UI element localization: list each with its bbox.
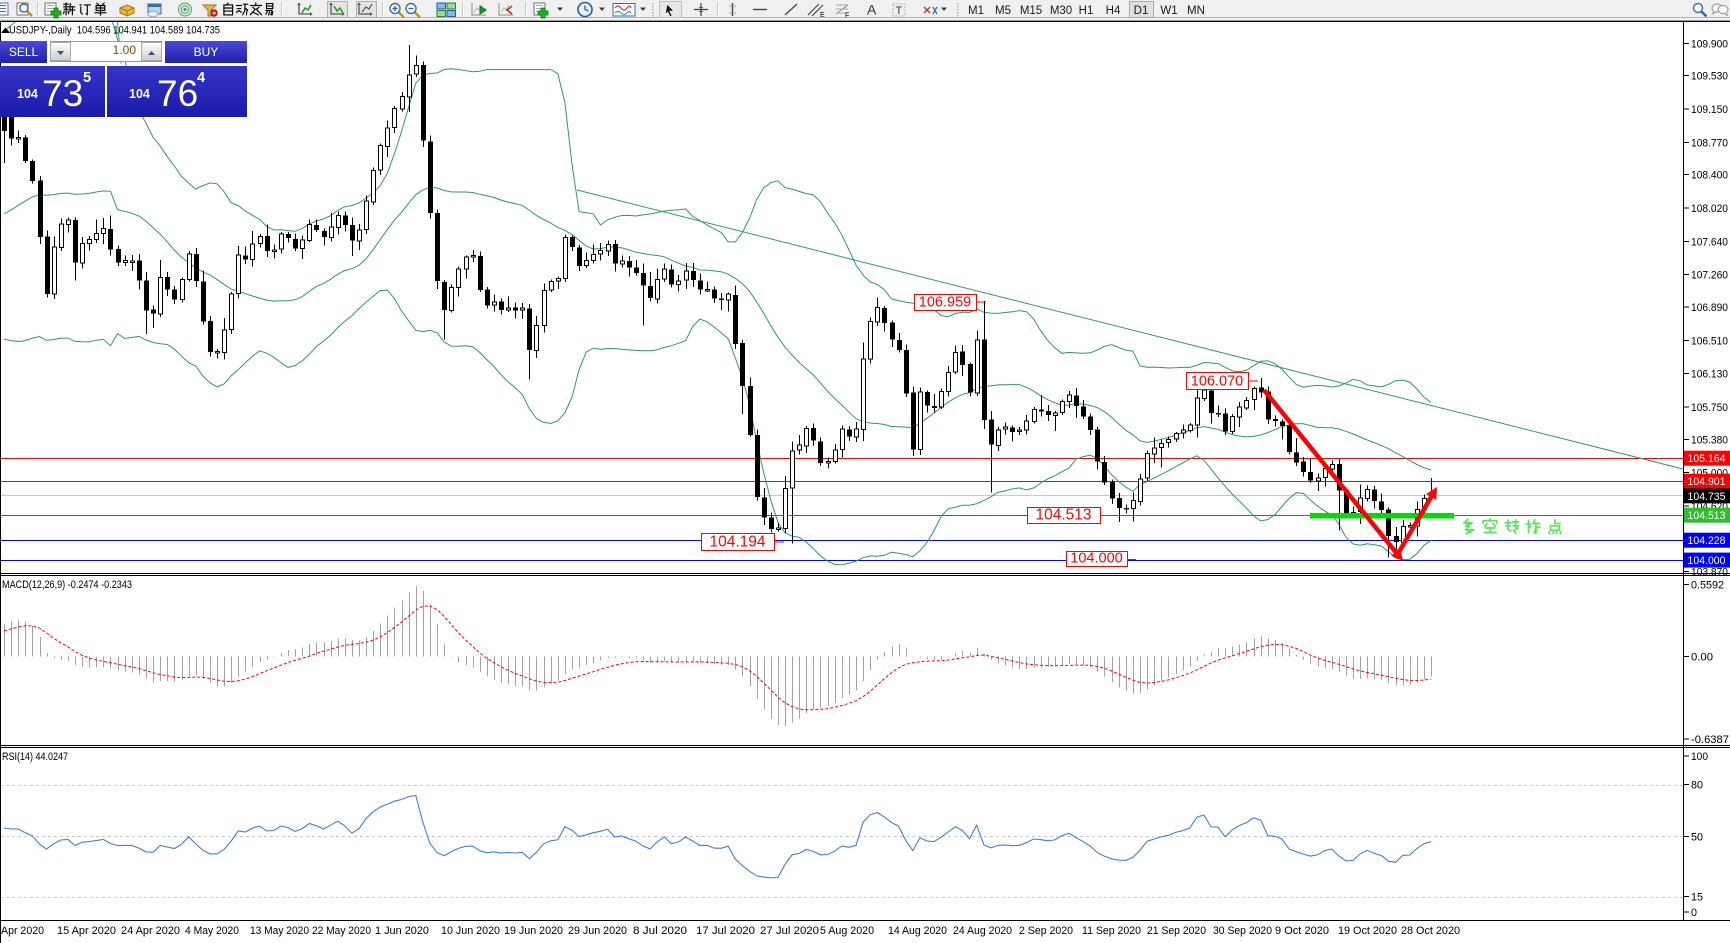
svg-text:27 Jul 2020: 27 Jul 2020 xyxy=(760,925,819,937)
svg-text:W1: W1 xyxy=(1160,5,1177,17)
svg-text:103.870: 103.870 xyxy=(1691,567,1728,579)
svg-text:14 Aug 2020: 14 Aug 2020 xyxy=(888,925,947,937)
svg-text:107.260: 107.260 xyxy=(1691,270,1728,282)
svg-text:104.513: 104.513 xyxy=(1688,510,1726,522)
svg-text:108.770: 108.770 xyxy=(1691,137,1728,149)
svg-text:M1: M1 xyxy=(968,5,984,17)
svg-text:100: 100 xyxy=(1691,751,1708,763)
svg-text:19 Oct 2020: 19 Oct 2020 xyxy=(1338,925,1397,937)
svg-text:5 Aug 2020: 5 Aug 2020 xyxy=(820,925,874,937)
svg-text:15: 15 xyxy=(1691,892,1703,904)
svg-text:USDJPY-,Daily 104.596 104.941: USDJPY-,Daily 104.596 104.941 104.589 10… xyxy=(9,25,220,37)
svg-text:M30: M30 xyxy=(1050,5,1072,17)
svg-text:T: T xyxy=(896,5,903,17)
svg-text:8 Jul 2020: 8 Jul 2020 xyxy=(633,925,687,937)
svg-text:104.901: 104.901 xyxy=(1688,476,1726,488)
svg-text:0.00: 0.00 xyxy=(1691,651,1713,663)
svg-text:H4: H4 xyxy=(1106,5,1121,17)
svg-text:29 Jun 2020: 29 Jun 2020 xyxy=(568,925,627,937)
svg-text:-0.6387: -0.6387 xyxy=(1691,734,1729,746)
svg-text:108.400: 108.400 xyxy=(1691,170,1728,182)
svg-text:E: E xyxy=(820,12,825,19)
svg-text:MN: MN xyxy=(1187,5,1205,17)
svg-text:107.640: 107.640 xyxy=(1691,236,1728,248)
svg-text:106.070: 106.070 xyxy=(1191,374,1243,390)
svg-text:104.735: 104.735 xyxy=(1688,491,1726,503)
svg-text:17 Jul 2020: 17 Jul 2020 xyxy=(696,925,755,937)
svg-text:109.530: 109.530 xyxy=(1691,71,1728,83)
svg-text:21 Sep 2020: 21 Sep 2020 xyxy=(1147,925,1206,937)
svg-text:106.130: 106.130 xyxy=(1691,369,1728,381)
svg-text:104.000: 104.000 xyxy=(1688,555,1726,567)
svg-text:13 May 2020: 13 May 2020 xyxy=(250,925,309,937)
svg-text:RSI(14) 44.0247: RSI(14) 44.0247 xyxy=(2,751,68,763)
svg-text:104.228: 104.228 xyxy=(1688,535,1726,547)
svg-text:11 Sep 2020: 11 Sep 2020 xyxy=(1082,925,1141,937)
svg-text:30 Sep 2020: 30 Sep 2020 xyxy=(1213,925,1272,937)
svg-text:109.150: 109.150 xyxy=(1691,104,1728,116)
svg-text:109.900: 109.900 xyxy=(1691,38,1728,50)
svg-text:22 May 2020: 22 May 2020 xyxy=(312,925,371,937)
svg-text:4 May 2020: 4 May 2020 xyxy=(185,925,239,937)
svg-text:F: F xyxy=(845,13,849,20)
svg-text:50: 50 xyxy=(1691,831,1703,843)
svg-text:106.890: 106.890 xyxy=(1691,302,1728,314)
svg-text:80: 80 xyxy=(1691,780,1703,792)
svg-text:M5: M5 xyxy=(995,5,1011,17)
svg-text:MACD(12,26,9) -0.2474 -0.2343: MACD(12,26,9) -0.2474 -0.2343 xyxy=(2,579,132,591)
svg-text:10 Jun 2020: 10 Jun 2020 xyxy=(441,925,500,937)
svg-text:28 Oct 2020: 28 Oct 2020 xyxy=(1401,925,1460,937)
svg-text:2 Sep 2020: 2 Sep 2020 xyxy=(1019,925,1073,937)
svg-text:A: A xyxy=(867,2,877,18)
svg-text:104.513: 104.513 xyxy=(1035,507,1091,524)
svg-text:104.194: 104.194 xyxy=(709,534,765,551)
svg-text:108.020: 108.020 xyxy=(1691,203,1728,215)
svg-text:0.5592: 0.5592 xyxy=(1691,580,1724,592)
svg-text:105.164: 105.164 xyxy=(1688,453,1726,465)
svg-text:104.000: 104.000 xyxy=(1070,551,1122,567)
svg-text:24 Apr 2020: 24 Apr 2020 xyxy=(121,925,180,937)
svg-text:1 Jun 2020: 1 Jun 2020 xyxy=(375,925,429,937)
svg-text:106.959: 106.959 xyxy=(919,295,971,311)
svg-text:0: 0 xyxy=(1691,907,1697,919)
svg-text:15 Apr 2020: 15 Apr 2020 xyxy=(57,925,116,937)
svg-text:24 Aug 2020: 24 Aug 2020 xyxy=(953,925,1012,937)
svg-text:Apr 2020: Apr 2020 xyxy=(1,925,44,937)
svg-text:9 Oct 2020: 9 Oct 2020 xyxy=(1275,925,1329,937)
svg-text:105.750: 105.750 xyxy=(1691,402,1728,414)
svg-text:19 Jun 2020: 19 Jun 2020 xyxy=(504,925,563,937)
svg-text:105.380: 105.380 xyxy=(1691,434,1728,446)
svg-text:106.510: 106.510 xyxy=(1691,335,1728,347)
svg-text:M15: M15 xyxy=(1020,5,1042,17)
svg-text:D1: D1 xyxy=(1134,5,1149,17)
svg-text:H1: H1 xyxy=(1079,5,1094,17)
